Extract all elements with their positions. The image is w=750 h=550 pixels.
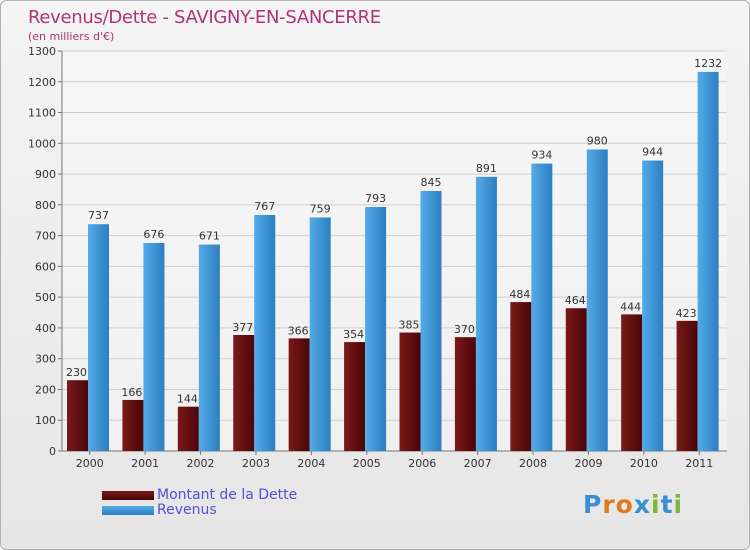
legend-label-debt: Montant de la Dette — [157, 487, 298, 503]
proxiti-logo: Proxiti — [583, 490, 683, 519]
data-label-debt: 385 — [399, 319, 420, 332]
y-tick-label: 900 — [35, 168, 56, 181]
data-label-revenue: 676 — [143, 228, 164, 241]
y-tick-label: 200 — [35, 383, 56, 396]
bar-debt — [288, 338, 310, 451]
bar-revenue — [254, 215, 276, 451]
bar-revenue — [309, 217, 331, 451]
bar-debt — [344, 342, 366, 451]
x-tick-label: 2002 — [187, 457, 215, 470]
x-tick-label: 2004 — [297, 457, 325, 470]
data-label-debt: 484 — [509, 288, 530, 301]
data-label-debt: 230 — [66, 366, 87, 379]
bar-revenue — [88, 224, 109, 451]
data-label-debt: 464 — [565, 294, 586, 307]
y-tick-label: 600 — [35, 260, 56, 273]
data-label-revenue: 944 — [642, 146, 663, 159]
bar-revenue — [143, 243, 165, 451]
bar-revenue — [365, 207, 387, 451]
bar-revenue — [697, 71, 719, 451]
y-tick-label: 0 — [49, 445, 56, 458]
legend-item-revenue: Revenus — [102, 502, 217, 518]
legend-label-revenue: Revenus — [157, 502, 217, 518]
x-tick-label: 2003 — [242, 457, 270, 470]
bar-debt — [565, 308, 587, 451]
data-label-debt: 377 — [232, 321, 253, 334]
data-label-debt: 366 — [288, 324, 309, 337]
legend-swatch-revenue — [102, 505, 154, 515]
x-tick-label: 2000 — [76, 457, 104, 470]
data-label-revenue: 793 — [365, 192, 386, 205]
bar-debt — [676, 320, 698, 451]
plot-area — [62, 51, 727, 451]
logo-letter: o — [615, 490, 634, 519]
bar-debt — [177, 406, 199, 451]
data-label-revenue: 891 — [476, 162, 497, 175]
bar-revenue — [420, 191, 442, 451]
y-tick-label: 1000 — [28, 137, 56, 150]
logo-letter: t — [660, 490, 674, 519]
logo-letter: x — [633, 490, 651, 519]
y-tick-label: 800 — [35, 199, 56, 212]
x-tick-label: 2006 — [408, 457, 436, 470]
bar-revenue — [475, 176, 497, 451]
bar-revenue — [586, 149, 608, 451]
y-tick-label: 300 — [35, 353, 56, 366]
y-tick-label: 700 — [35, 230, 56, 243]
data-label-debt: 354 — [343, 328, 364, 341]
x-tick-label: 2010 — [630, 457, 658, 470]
data-label-revenue: 1232 — [694, 57, 722, 70]
bar-debt — [621, 314, 643, 451]
x-tick-label: 2009 — [574, 457, 602, 470]
logo-letter: i — [651, 490, 661, 519]
x-tick-label: 2011 — [685, 457, 713, 470]
data-label-revenue: 737 — [88, 209, 109, 222]
bar-revenue — [531, 163, 553, 451]
y-tick-label: 1200 — [28, 76, 56, 89]
chart-subtitle: (en milliers d'€) — [28, 30, 115, 43]
y-tick-label: 400 — [35, 322, 56, 335]
data-label-debt: 166 — [121, 386, 142, 399]
bar-debt — [67, 380, 88, 451]
data-label-revenue: 980 — [587, 134, 608, 147]
y-tick-label: 100 — [35, 414, 56, 427]
x-tick-label: 2005 — [353, 457, 381, 470]
data-label-revenue: 759 — [310, 202, 331, 215]
data-label-revenue: 934 — [531, 149, 552, 162]
legend-item-debt: Montant de la Dette — [102, 487, 298, 503]
data-label-debt: 144 — [177, 393, 198, 406]
data-label-revenue: 671 — [199, 230, 220, 243]
bar-revenue — [198, 244, 220, 451]
data-label-debt: 370 — [454, 323, 475, 336]
x-tick-label: 2001 — [131, 457, 159, 470]
bar-debt — [122, 399, 144, 451]
y-tick-label: 1100 — [28, 107, 56, 120]
bar-debt — [454, 337, 476, 451]
data-label-debt: 423 — [676, 307, 697, 320]
legend-swatch-debt — [102, 490, 154, 500]
logo-letter: r — [602, 490, 616, 519]
x-tick-label: 2008 — [519, 457, 547, 470]
data-label-revenue: 767 — [254, 200, 275, 213]
logo-letter: P — [583, 490, 603, 519]
logo-letter: i — [673, 490, 684, 519]
chart-title: Revenus/Dette - SAVIGNY-EN-SANCERRE — [28, 7, 381, 28]
bar-revenue — [642, 160, 664, 452]
bar-debt — [399, 332, 421, 451]
x-tick-label: 2007 — [464, 457, 492, 470]
bar-debt — [233, 335, 255, 451]
data-label-debt: 444 — [620, 300, 641, 313]
data-label-revenue: 845 — [421, 176, 442, 189]
y-tick-label: 1300 — [28, 45, 56, 58]
y-tick-label: 500 — [35, 291, 56, 304]
bar-debt — [510, 302, 532, 451]
